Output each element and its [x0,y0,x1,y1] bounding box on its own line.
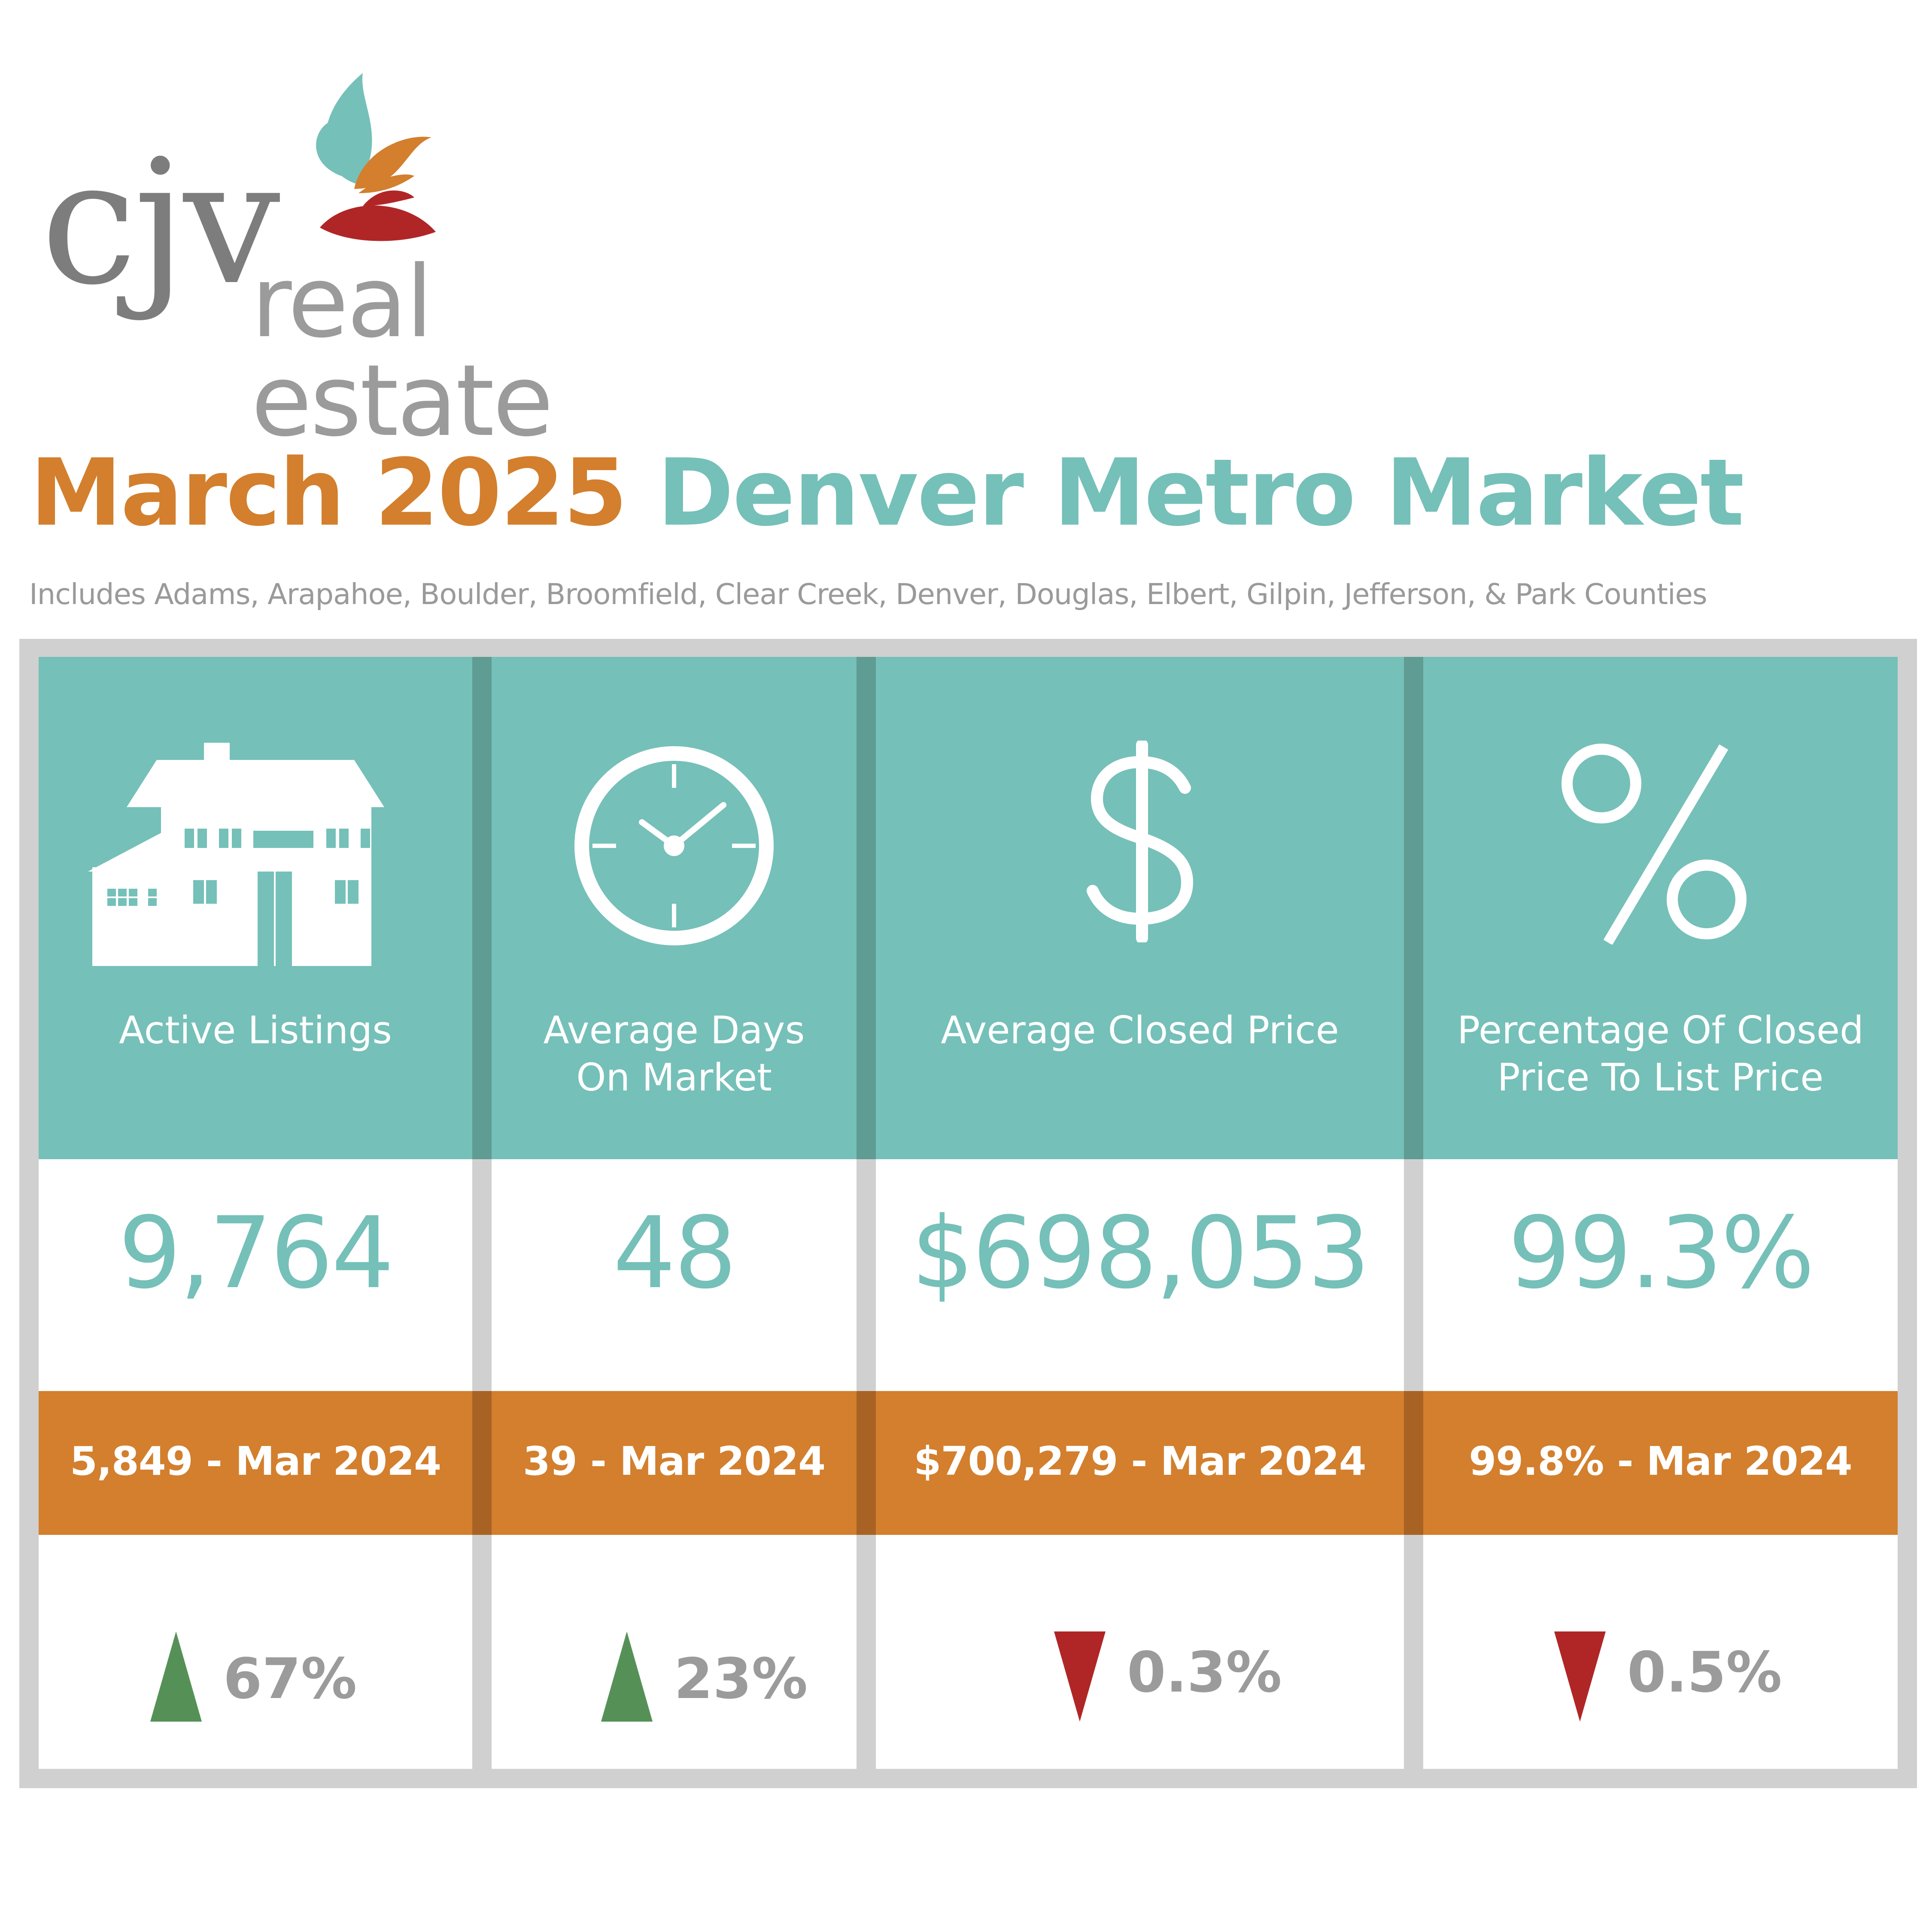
change-indicator: 0.5% [1552,1625,1810,1728]
column-divider [857,1535,876,1769]
arrow-up-icon [150,1631,202,1722]
metric-value: 48 [613,1196,737,1311]
change-percent: 23% [674,1646,808,1711]
metric-label: Average Closed Price [941,1008,1339,1052]
column-divider [472,1535,492,1769]
previous-year-value: $700,279 - Mar 2024 [914,1438,1366,1484]
clock-icon [574,746,774,945]
metric-label: Active Listings [119,1008,392,1052]
arrow-up-icon [601,1631,653,1722]
title-market: Denver Metro Market [657,439,1744,547]
company-logo: cjv real estate [41,64,749,451]
house-icon [88,743,384,966]
change-percent: 0.3% [1127,1640,1282,1705]
metric-value: $698,053 [911,1196,1370,1311]
previous-year-value: 5,849 - Mar 2024 [70,1438,441,1484]
column-divider [1404,1391,1423,1535]
metric-label-line2: Price To List Price [1497,1055,1824,1100]
previous-year-value: 39 - Mar 2024 [522,1438,826,1484]
change-percent: 0.5% [1627,1640,1782,1705]
logo-brand-text: cjv [41,123,280,323]
percent-icon [1561,744,1747,945]
column-divider [1404,1535,1423,1769]
column-divider [857,1391,876,1535]
dollar-icon [1087,741,1194,942]
leaves-logo-icon [316,73,436,241]
metric-label-line1: Average Days [543,1008,805,1052]
column-divider [472,1159,492,1391]
counties-subtitle: Includes Adams, Arapahoe, Boulder, Broom… [29,577,1707,611]
arrow-down-icon [1054,1631,1106,1722]
arrow-down-icon [1554,1631,1606,1722]
change-indicator: 23% [599,1625,822,1728]
metric-value: 9,764 [118,1196,394,1311]
column-divider [857,657,876,1159]
title-date: March 2025 [30,439,628,547]
change-indicator: 0.3% [1052,1625,1309,1728]
logo-tagline: real estate [251,245,553,459]
column-divider [1404,1159,1423,1391]
metric-value: 99.3% [1508,1196,1815,1311]
previous-year-value: 99.8% - Mar 2024 [1469,1438,1853,1484]
column-divider [472,657,492,1159]
table-bottom-border [19,1769,1917,1788]
column-divider [1404,657,1423,1159]
change-indicator: 67% [148,1625,406,1728]
column-divider [472,1391,492,1535]
column-divider [857,1159,876,1391]
page-title: March 2025 Denver Metro Market [30,447,1744,539]
change-percent: 67% [223,1646,357,1711]
metric-label-line2: On Market [576,1055,772,1100]
metric-label-line1: Percentage Of Closed [1457,1008,1864,1052]
